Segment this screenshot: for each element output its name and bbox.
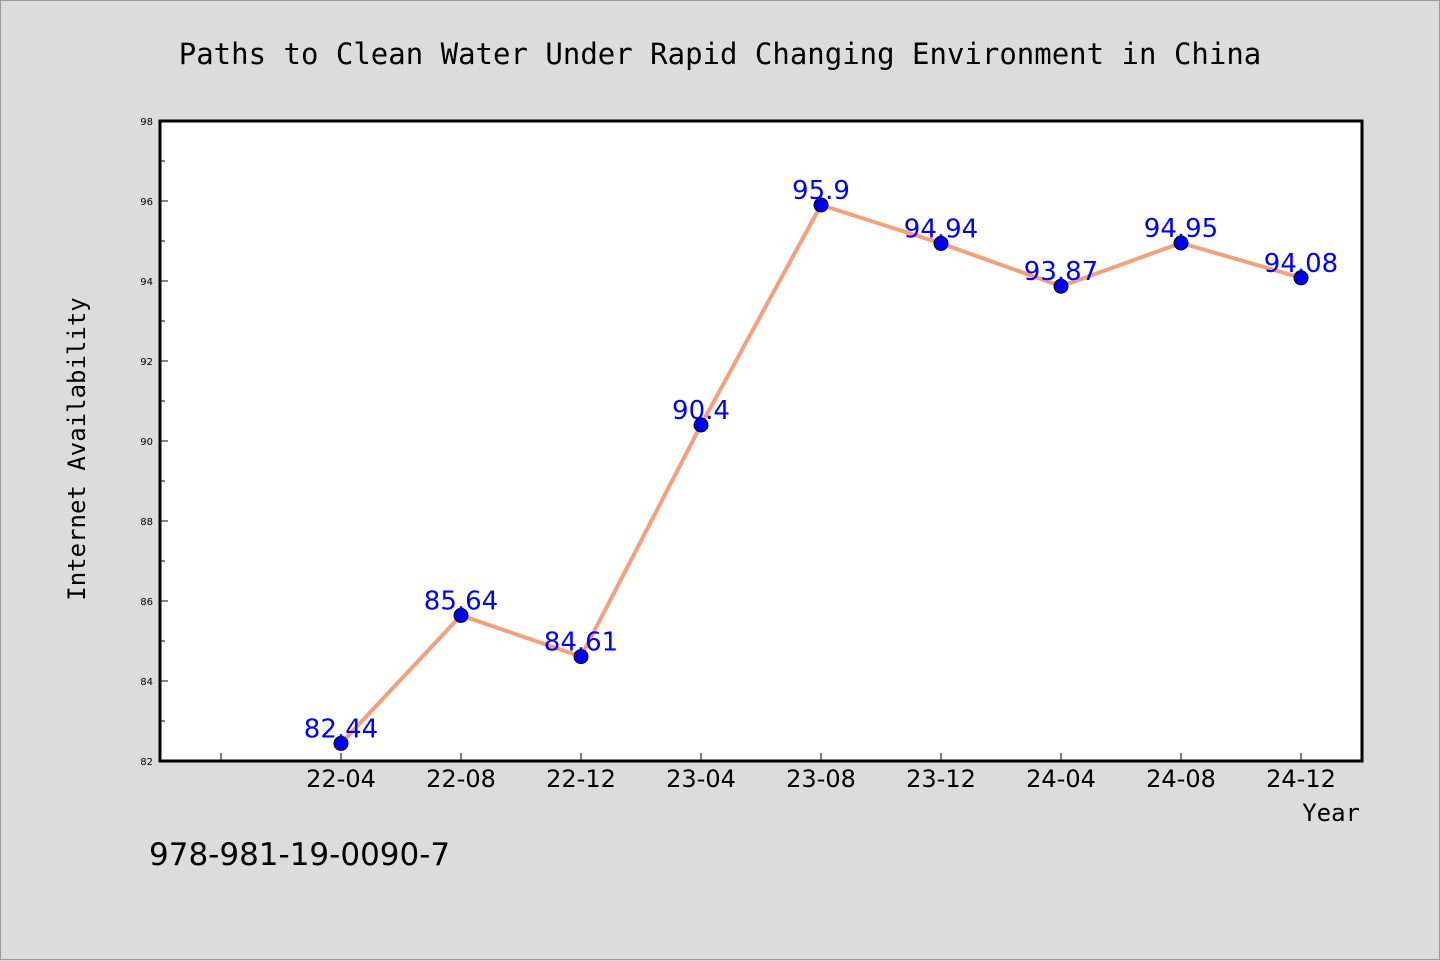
data-point xyxy=(693,417,709,433)
data-label: 85.64 xyxy=(424,586,498,616)
data-point xyxy=(453,607,469,623)
x-tick-label: 22-04 xyxy=(306,765,376,793)
x-tick-label: 24-12 xyxy=(1266,765,1336,793)
x-tick-label: 24-04 xyxy=(1026,765,1096,793)
data-point xyxy=(573,649,589,665)
x-tick-label: 22-08 xyxy=(426,765,496,793)
y-tick-label: 86 xyxy=(140,597,153,608)
data-label: 82.44 xyxy=(304,714,378,744)
chart-title: Paths to Clean Water Under Rapid Changin… xyxy=(179,37,1262,71)
x-tick-label: 22-12 xyxy=(546,765,616,793)
data-label: 94.95 xyxy=(1144,214,1218,244)
data-point xyxy=(933,235,949,251)
x-tick-label: 23-08 xyxy=(786,765,856,793)
data-point xyxy=(1173,235,1189,251)
isbn-text: 978-981-19-0090-7 xyxy=(149,837,450,873)
plot-area xyxy=(160,121,1362,761)
data-point xyxy=(1293,270,1309,286)
y-tick-label: 90 xyxy=(140,437,153,448)
y-tick-label: 96 xyxy=(140,197,153,208)
x-axis-label: Year xyxy=(1302,799,1360,827)
data-label: 94.08 xyxy=(1264,249,1338,279)
y-tick-label: 84 xyxy=(140,677,153,688)
y-tick-label: 92 xyxy=(140,357,153,368)
data-point xyxy=(333,735,349,751)
series: 82.44 85.64 84.61 90.4 95.9 94.94 93.87 94.95 94… xyxy=(304,176,1338,751)
plot-frame xyxy=(158,119,1364,763)
data-label: 93.87 xyxy=(1024,257,1098,287)
x-tick-label: 23-04 xyxy=(666,765,736,793)
y-tick-label: 88 xyxy=(140,517,153,528)
y-tick-label: 98 xyxy=(140,117,153,128)
x-axis: 22-04 22-08 22-12 23-04 23-08 23-12 24-04 24-08… xyxy=(220,753,1336,793)
x-tick-label: 23-12 xyxy=(906,765,976,793)
data-label: 90.4 xyxy=(672,396,730,426)
data-label: 95.9 xyxy=(792,176,850,206)
x-tick-label: 24-08 xyxy=(1146,765,1216,793)
y-tick-label: 82 xyxy=(140,757,153,768)
data-label: 84.61 xyxy=(544,628,618,658)
data-point xyxy=(813,197,829,213)
data-point xyxy=(1053,278,1069,294)
y-axis-label: Internet Availability xyxy=(63,297,91,600)
y-tick-label: 94 xyxy=(140,277,153,288)
data-label: 94.94 xyxy=(904,214,978,244)
